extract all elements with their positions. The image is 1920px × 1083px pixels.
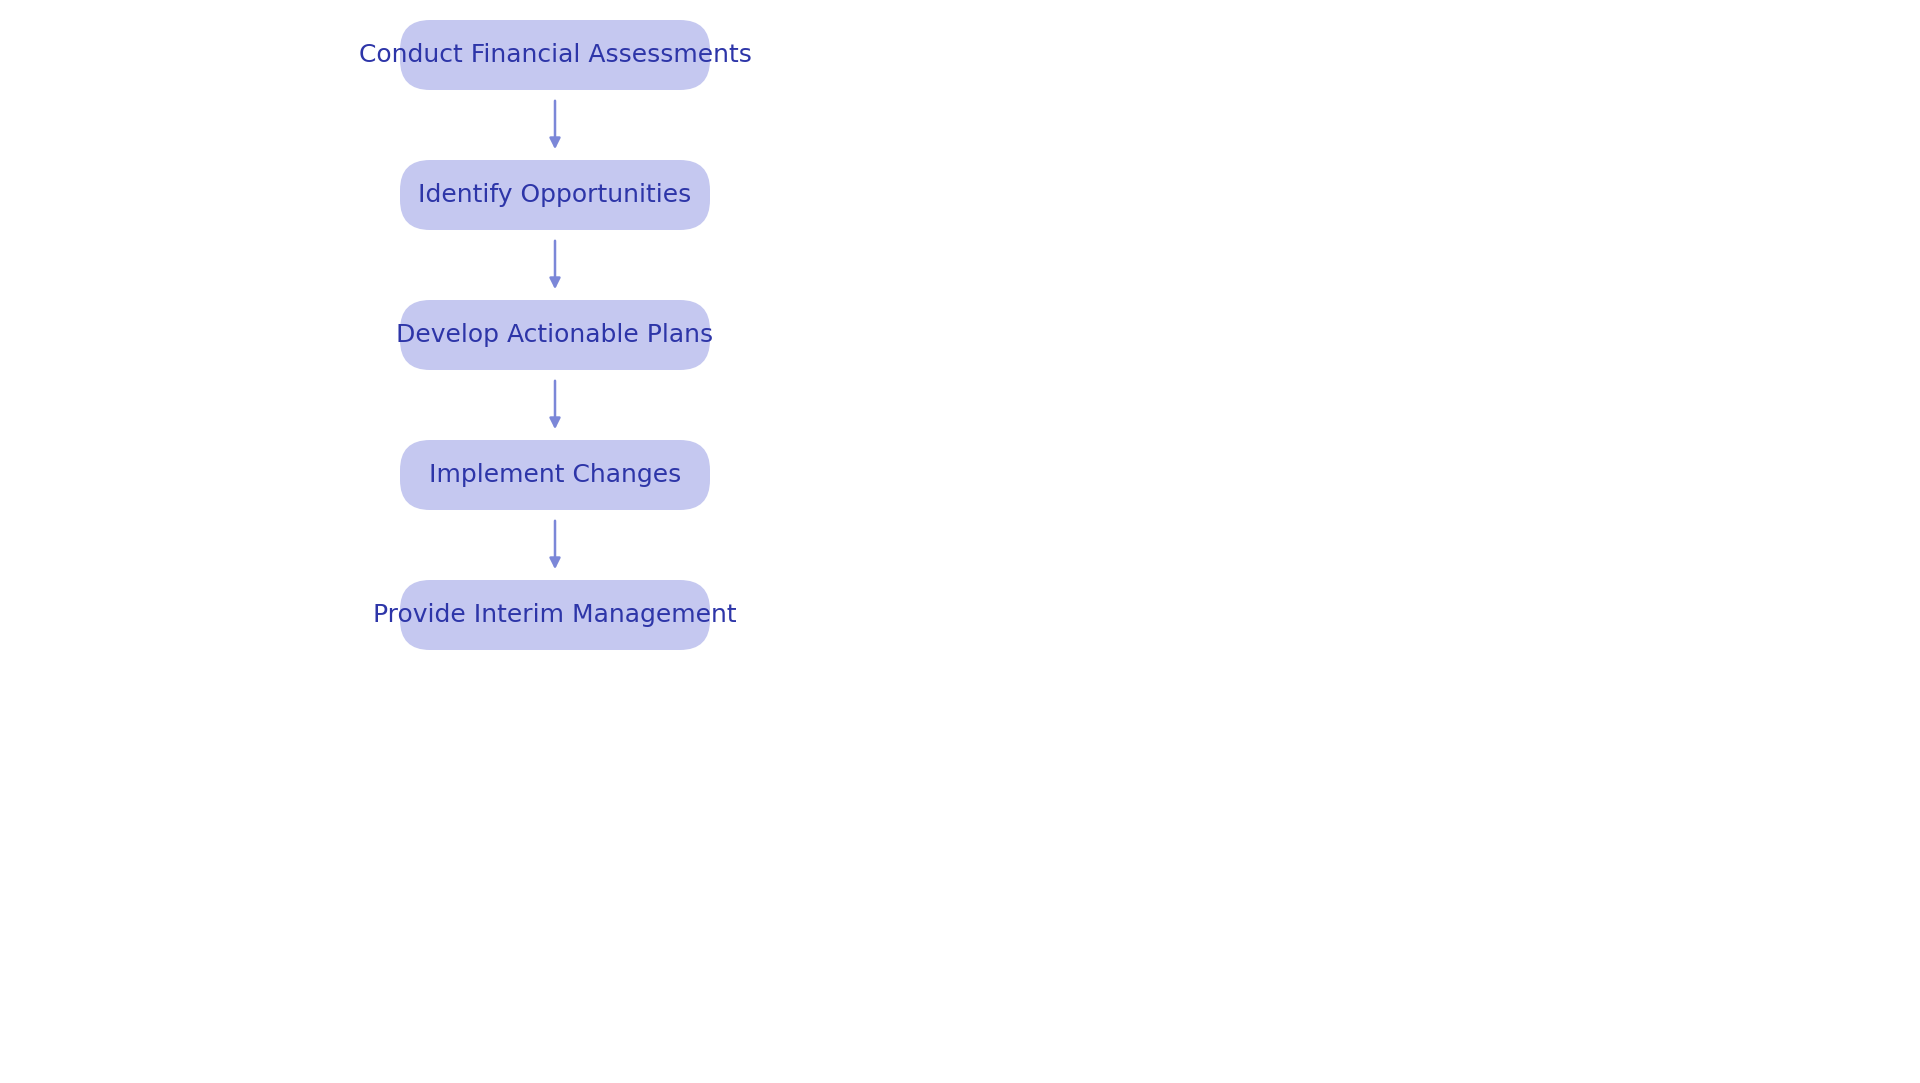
Text: Conduct Financial Assessments: Conduct Financial Assessments [359,43,751,67]
FancyBboxPatch shape [399,300,710,370]
FancyBboxPatch shape [399,160,710,230]
FancyBboxPatch shape [399,440,710,510]
Text: Provide Interim Management: Provide Interim Management [372,603,737,627]
Text: Identify Opportunities: Identify Opportunities [419,183,691,207]
FancyBboxPatch shape [399,580,710,650]
FancyBboxPatch shape [399,19,710,90]
Text: Implement Changes: Implement Changes [428,464,682,487]
Text: Develop Actionable Plans: Develop Actionable Plans [396,323,714,347]
